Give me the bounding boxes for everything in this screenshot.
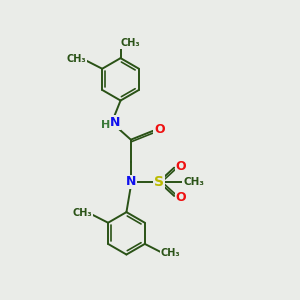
Text: O: O [175, 160, 186, 173]
Text: H: H [100, 120, 110, 130]
Text: CH₃: CH₃ [120, 38, 140, 48]
Text: CH₃: CH₃ [73, 208, 92, 218]
Text: S: S [154, 175, 164, 189]
Text: CH₃: CH₃ [160, 248, 180, 258]
Text: N: N [126, 175, 136, 188]
Text: CH₃: CH₃ [67, 54, 86, 64]
Text: O: O [175, 191, 186, 204]
Text: N: N [110, 116, 121, 129]
Text: CH₃: CH₃ [183, 177, 204, 187]
Text: O: O [154, 123, 165, 136]
